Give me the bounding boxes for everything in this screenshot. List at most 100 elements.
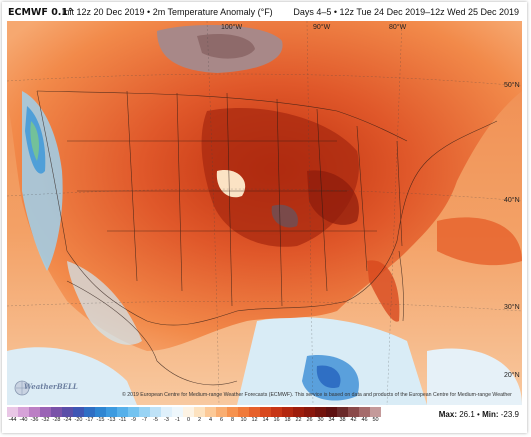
separator: • (477, 410, 480, 419)
colorbar-tick-label: 10 (240, 417, 247, 423)
colorbar (7, 407, 381, 417)
colorbar-swatch (216, 407, 227, 417)
colorbar-ticks: -44 -40 -36 -32 -28 -24 -20 -17 -15 -13 -11 -9 -7 -5-… (7, 417, 381, 427)
colorbar-swatch (84, 407, 95, 417)
lat-label-50n: 50°N (504, 81, 520, 89)
colorbar-swatch (40, 407, 51, 417)
lon-label-90w: 90°W (313, 23, 331, 31)
colorbar-tick-label: 46 (361, 417, 368, 423)
colorbar-tick-label: -1 (175, 417, 180, 423)
logo-text: WeatherBELL (24, 382, 78, 391)
colorbar-swatch (106, 407, 117, 417)
min-value: -23.9 (500, 410, 519, 419)
colorbar-tick-label: 4 (208, 417, 213, 423)
colorbar-swatch (62, 407, 73, 417)
colorbar-tick-label: -44 (8, 417, 17, 423)
graticule (7, 21, 522, 405)
colorbar-swatch (128, 407, 139, 417)
extreme-anomaly-canada-core (197, 33, 255, 59)
init-and-field: Init 12z 20 Dec 2019 • 2m Temperature An… (62, 7, 273, 17)
colorbar-tick-label: -32 (41, 417, 50, 423)
colorbar-swatch (238, 407, 249, 417)
map-figure: ECMWF 0.1° Init 12z 20 Dec 2019 • 2m Tem… (2, 2, 527, 433)
strong-warm-core-2 (307, 170, 359, 225)
colorbar-tick-label: 18 (284, 417, 291, 423)
figure-header: ECMWF 0.1° Init 12z 20 Dec 2019 • 2m Tem… (2, 2, 527, 22)
colorbar-swatch (359, 407, 370, 417)
colorbar-swatch (95, 407, 106, 417)
colorbar-swatch (282, 407, 293, 417)
model-name: ECMWF 0.1° (8, 7, 73, 18)
colorbar-tick-label: -36 (30, 417, 39, 423)
warm-anomaly-atlantic (437, 217, 522, 266)
colorbar-tick-label: 8 (230, 417, 235, 423)
green-anomaly-pacific-nw (30, 121, 39, 161)
copyright-notice: © 2019 European Centre for Medium-range … (122, 392, 512, 398)
colorbar-swatch (370, 407, 381, 417)
colorbar-swatch (29, 407, 40, 417)
colorbar-tick-label: 2 (197, 417, 202, 423)
colorbar-tick-label: 30 (317, 417, 324, 423)
colorbar-tick-label: 16 (273, 417, 280, 423)
colorbar-swatch (337, 407, 348, 417)
weatherbell-logo (14, 378, 52, 398)
lat-label-20n: 20°N (504, 371, 520, 379)
colorbar-tick-label: -24 (63, 417, 72, 423)
colorbar-tick-label: -13 (107, 417, 116, 423)
colorbar-swatch (326, 407, 337, 417)
colorbar-swatch (293, 407, 304, 417)
colorbar-tick-label: 50 (372, 417, 379, 423)
colorbar-tick-label: 42 (350, 417, 357, 423)
colorbar-tick-label: 22 (295, 417, 302, 423)
colorbar-tick-label: -9 (131, 417, 136, 423)
colorbar-swatch (183, 407, 194, 417)
colorbar-swatch (271, 407, 282, 417)
min-label: Min: (482, 410, 499, 419)
neutral-spot-plains (216, 170, 246, 198)
colorbar-tick-label: -3 (164, 417, 169, 423)
max-label: Max: (438, 410, 457, 419)
lat-label-30n: 30°N (504, 303, 520, 311)
colorbar-swatch (194, 407, 205, 417)
colorbar-tick-label: 6 (219, 417, 224, 423)
colorbar-swatch (348, 407, 359, 417)
colorbar-tick-label: 38 (339, 417, 346, 423)
globe-icon (14, 380, 30, 396)
warm-anomaly-southeast (367, 260, 400, 322)
cool-anomaly-pacific (7, 347, 137, 405)
colorbar-swatch (7, 407, 18, 417)
colorbar-swatch (315, 407, 326, 417)
cold-anomaly-mexico-2 (316, 365, 341, 389)
colorbar-swatch (161, 407, 172, 417)
cool-anomaly-caribbean (427, 348, 522, 405)
temperature-anomaly-map: 100°W 90°W 80°W 50°N 40°N 30°N 20°N (7, 21, 522, 405)
valid-period: Days 4–5 • 12z Tue 24 Dec 2019–12z Wed 2… (293, 7, 519, 17)
colorbar-tick-label: 34 (328, 417, 335, 423)
colorbar-tick-label: -40 (19, 417, 28, 423)
max-value: 26.1 (459, 410, 475, 419)
colorbar-swatch (150, 407, 161, 417)
lat-label-40n: 40°N (504, 196, 520, 204)
colorbar-swatch (249, 407, 260, 417)
colorbar-tick-label: -5 (153, 417, 158, 423)
colorbar-swatch (205, 407, 216, 417)
colorbar-swatch (18, 407, 29, 417)
lon-label-80w: 80°W (389, 23, 407, 31)
colorbar-swatch (227, 407, 238, 417)
lon-label-100w: 100°W (221, 23, 242, 31)
colorbar-tick-label: -17 (85, 417, 94, 423)
brown-anomaly-plains (271, 204, 298, 228)
colorbar-swatch (117, 407, 128, 417)
colorbar-tick-label: 12 (251, 417, 258, 423)
colorbar-tick-label: -28 (52, 417, 61, 423)
colorbar-tick-label: -7 (142, 417, 147, 423)
colorbar-tick-label: 26 (306, 417, 313, 423)
colorbar-tick-label: 14 (262, 417, 269, 423)
colorbar-tick-label: -11 (118, 417, 127, 423)
colorbar-tick-label: -15 (96, 417, 105, 423)
colorbar-swatch (139, 407, 150, 417)
colorbar-tick-label: -20 (74, 417, 83, 423)
colorbar-swatch (260, 407, 271, 417)
colorbar-swatch (51, 407, 62, 417)
colorbar-swatch (304, 407, 315, 417)
